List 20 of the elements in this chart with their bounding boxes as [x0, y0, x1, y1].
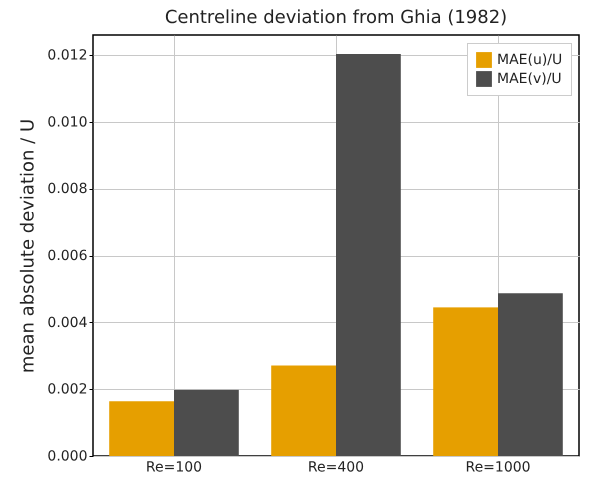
x-tick-label: Re=400: [308, 460, 364, 476]
x-tick-label: Re=100: [146, 460, 202, 476]
y-tick-label: 0.012: [47, 48, 88, 64]
bar: [174, 390, 239, 456]
bar: [498, 293, 563, 456]
y-axis-title: mean absolute deviation / U: [17, 118, 38, 374]
y-tick-label: 0.000: [47, 448, 88, 464]
chart-title: Centreline deviation from Ghia (1982): [164, 7, 508, 28]
bar: [336, 54, 401, 456]
legend-label: MAE(v)/U: [497, 71, 562, 87]
x-tick-label: Re=1000: [465, 460, 531, 476]
y-tick-label: 0.006: [47, 248, 88, 264]
bar: [433, 307, 498, 456]
y-tick-label: 0.002: [47, 382, 88, 398]
y-tick-label: 0.004: [47, 314, 88, 331]
bar: [109, 401, 174, 456]
bar: [271, 365, 336, 456]
y-tick-label: 0.010: [47, 114, 88, 130]
legend-label: MAE(u)/U: [497, 52, 562, 68]
y-tick-label: 0.008: [47, 181, 88, 198]
